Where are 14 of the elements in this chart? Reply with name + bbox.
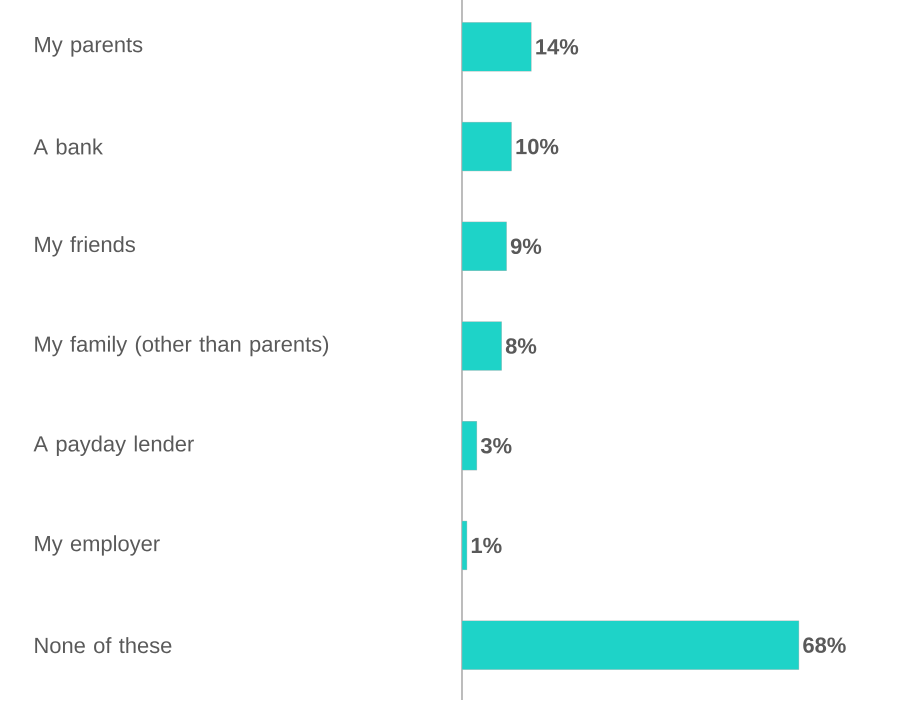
data-label: 10% — [516, 138, 558, 154]
data-label: 14% — [536, 39, 578, 55]
y-tick-label: My family (other than parents) — [35, 336, 328, 356]
data-label: 8% — [506, 338, 536, 354]
y-tick-label: My parents — [35, 37, 142, 57]
y-tick-label: A bank — [34, 138, 103, 155]
y-tick-label: None of these — [35, 637, 172, 654]
data-label: 68% — [803, 637, 846, 653]
data-label: 3% — [480, 438, 512, 454]
y-tick-label: A payday lender — [34, 436, 194, 456]
data-label: 9% — [510, 238, 542, 254]
data-label: 1% — [472, 538, 502, 554]
y-tick-label: My friends — [35, 236, 135, 256]
y-tick-label: My employer — [35, 535, 160, 556]
